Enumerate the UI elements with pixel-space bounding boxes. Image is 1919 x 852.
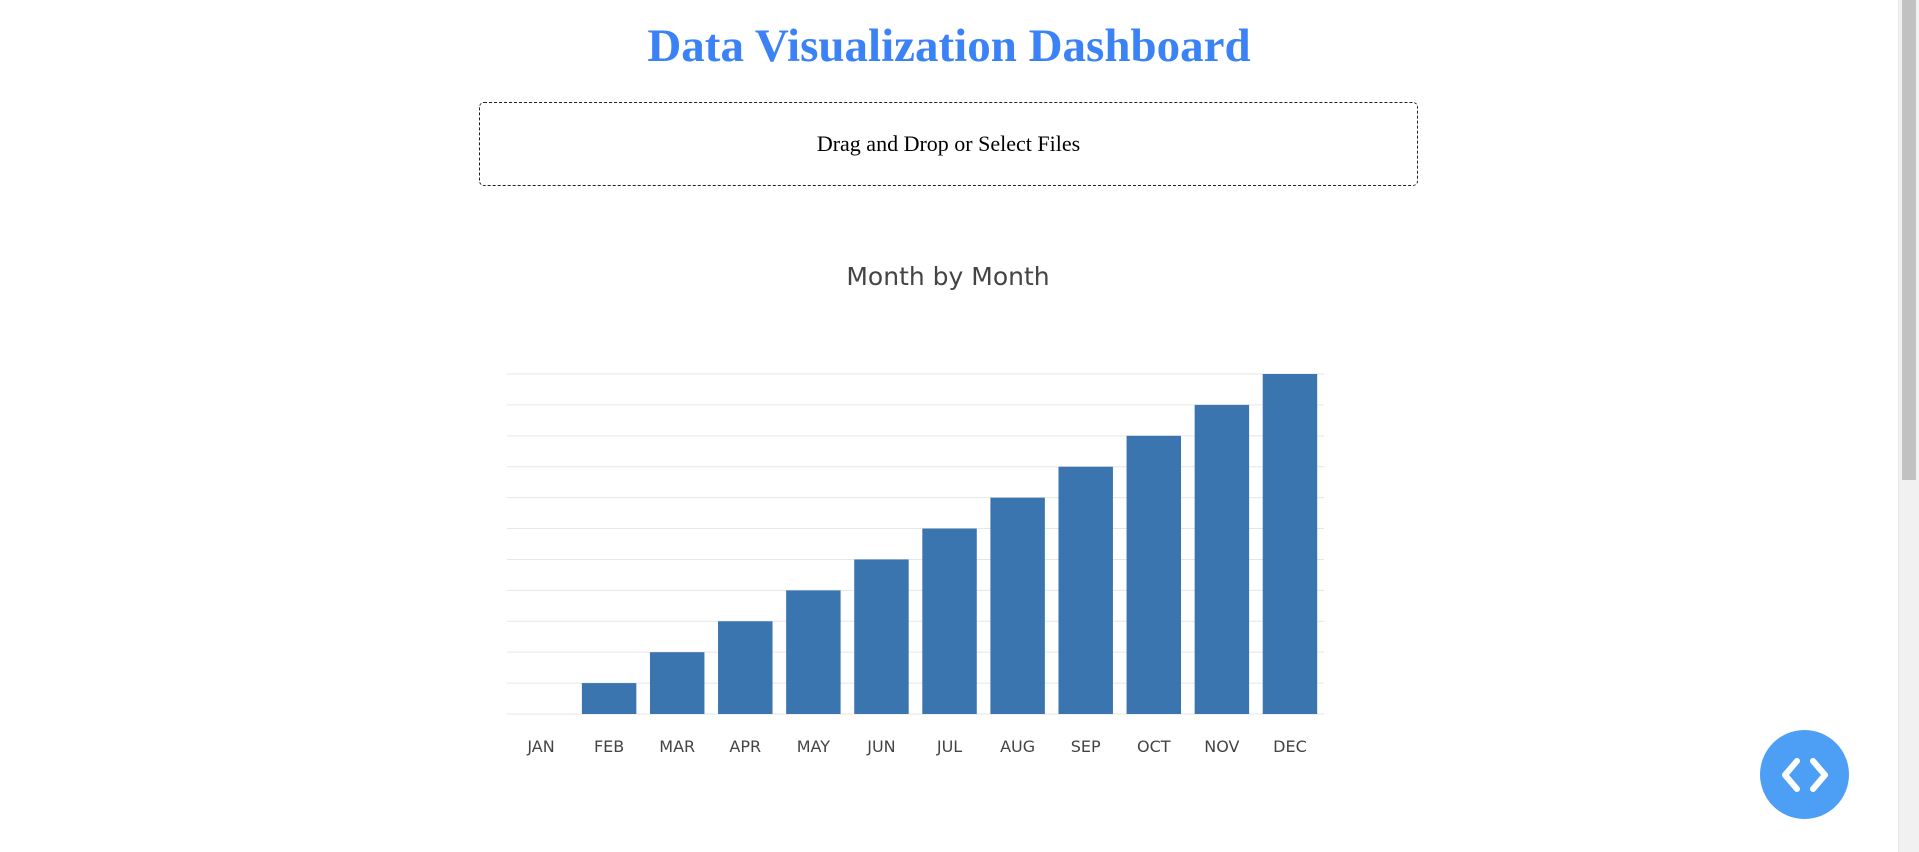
bar-feb[interactable] (581, 683, 637, 714)
x-tick-label: DEC (1273, 737, 1307, 756)
page-scrollbar[interactable] (1898, 0, 1919, 852)
x-tick-label: FEB (594, 737, 624, 756)
bar-jun[interactable] (854, 559, 909, 714)
scrollbar-thumb[interactable] (1902, 0, 1916, 480)
page-title: Data Visualization Dashboard (647, 20, 1251, 72)
bar-chart: Month by Month JAN FEB MAR APR MAY JUN JUL AUG S… (507, 262, 1324, 756)
x-tick-label: JUL (936, 737, 962, 756)
x-tick-label: MAR (659, 737, 695, 756)
bar-jul[interactable] (922, 528, 977, 714)
bar-nov[interactable] (1194, 404, 1250, 714)
x-tick-label: MAY (797, 737, 831, 756)
x-tick-label: OCT (1137, 737, 1171, 756)
bar-mar[interactable] (649, 652, 705, 714)
bar-dec[interactable] (1262, 374, 1318, 714)
chart-title: Month by Month (846, 262, 1049, 291)
chart-bars (581, 374, 1318, 714)
x-tick-label: SEP (1071, 737, 1101, 756)
bar-apr[interactable] (718, 621, 773, 714)
code-toggle-button[interactable] (1760, 730, 1849, 819)
x-tick-label: NOV (1204, 737, 1239, 756)
bar-sep[interactable] (1058, 466, 1113, 714)
x-tick-label: AUG (1000, 737, 1035, 756)
chart-gridlines (507, 373, 1324, 715)
x-tick-label: APR (729, 737, 761, 756)
bar-oct[interactable] (1126, 435, 1182, 714)
bar-may[interactable] (786, 590, 841, 714)
file-upload-dropzone[interactable]: Drag and Drop or Select Files (479, 102, 1418, 186)
x-tick-label: JAN (526, 737, 554, 756)
bar-aug[interactable] (990, 497, 1045, 714)
code-icon (1781, 757, 1828, 792)
x-tick-label: JUN (866, 737, 895, 756)
x-axis-ticks: JAN FEB MAR APR MAY JUN JUL AUG SEP OCT NOV DEC (526, 737, 1306, 756)
upload-label: Drag and Drop or Select Files (816, 131, 1081, 156)
